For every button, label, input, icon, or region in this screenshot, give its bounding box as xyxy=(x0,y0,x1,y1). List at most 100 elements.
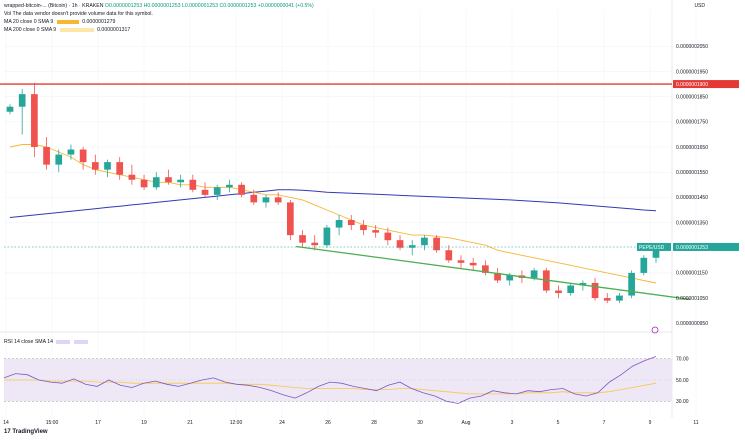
candle xyxy=(396,235,404,251)
candle-body xyxy=(652,246,660,258)
ma200-line xyxy=(9,189,657,218)
candle xyxy=(445,245,453,263)
ma20-value-box xyxy=(56,19,79,24)
candle-body xyxy=(311,242,319,246)
time-tick-label: 7 xyxy=(603,420,606,426)
time-tick-label: 9 xyxy=(649,420,652,426)
tv-logo-mark: 17 xyxy=(4,429,11,435)
candle xyxy=(189,174,197,193)
candle-body xyxy=(494,272,501,281)
candle-body xyxy=(286,202,294,236)
ma20-legend[interactable]: MA 20 close 0 SMA 9 0.0000001279 xyxy=(4,19,115,26)
tv-logo-text: TradingView xyxy=(12,429,48,435)
candle xyxy=(408,240,416,256)
candle-body xyxy=(31,94,38,148)
price-tick-label: 0.0000001650 xyxy=(676,145,708,151)
candle xyxy=(286,199,294,241)
candle xyxy=(79,147,87,170)
candle xyxy=(433,235,440,253)
candle-body xyxy=(116,162,124,175)
candle xyxy=(482,260,489,276)
ohlc-values: O0.0000001253 H0.0000001253 L0.000000125… xyxy=(104,3,314,9)
candle-body xyxy=(165,177,172,183)
candle-body xyxy=(262,197,270,203)
candle-body xyxy=(213,187,221,195)
candle xyxy=(31,82,38,158)
candle-body xyxy=(555,290,562,294)
price-tick-label: 0.0000001350 xyxy=(676,220,708,226)
candle-body xyxy=(18,94,26,107)
candle xyxy=(616,293,623,304)
candle xyxy=(140,174,148,190)
time-tick-label: 11 xyxy=(693,420,698,426)
candle-body xyxy=(506,275,514,281)
candle xyxy=(421,235,428,251)
candle-body xyxy=(323,227,331,246)
candle-body xyxy=(360,225,367,231)
currency-label: USD xyxy=(694,3,705,9)
candle xyxy=(91,154,99,175)
tradingview-logo[interactable]: 17 TradingView xyxy=(4,429,48,435)
candle-body xyxy=(79,149,87,163)
candle xyxy=(372,225,380,238)
symbol-header: wrapped-bitcoin-... (Bitcoin) · 1h · KRA… xyxy=(4,3,314,10)
price-tick-label: 0.0000001550 xyxy=(676,170,708,176)
candle-body xyxy=(603,298,611,301)
candle xyxy=(226,179,233,193)
time-tick-label: 12:00 xyxy=(230,420,243,426)
candle-body xyxy=(628,272,635,296)
candle-body xyxy=(457,260,465,263)
candle-body xyxy=(128,174,136,180)
time-tick-label: Aug xyxy=(462,420,471,426)
rsi-tick-label: 50.00 xyxy=(676,378,689,384)
candle-body xyxy=(347,220,355,226)
candle-body xyxy=(201,189,209,195)
rsi-ma-value-box xyxy=(73,339,88,344)
candle-body xyxy=(396,240,404,248)
candle xyxy=(213,184,221,200)
time-tick-label: 24 xyxy=(279,420,285,426)
candle-body xyxy=(104,162,111,170)
symbol-price-tag xyxy=(637,242,671,251)
candle-body xyxy=(640,257,648,273)
candle-body xyxy=(189,179,197,190)
ma200-value: 0.0000001317 xyxy=(97,27,131,33)
rsi-tick-label: 70.00 xyxy=(676,356,689,362)
time-tick-label: 28 xyxy=(371,420,377,426)
ma200-legend[interactable]: MA 200 close 0 SMA 9 0.0000001317 xyxy=(4,27,130,34)
candle-body xyxy=(152,177,160,188)
rsi-line xyxy=(3,356,657,404)
rsi-legend[interactable]: RSI 14 close SMA 14 xyxy=(4,339,88,346)
rsi-value-box xyxy=(56,339,71,344)
symbol-line: wrapped-bitcoin-... (Bitcoin) · 1h · KRA… xyxy=(4,3,104,9)
resistance-price-tag xyxy=(673,80,739,89)
current-price-label: 0.0000001253 xyxy=(676,245,708,251)
price-tick-label: 0.0000002050 xyxy=(676,44,708,50)
time-tick-label: 30 xyxy=(417,420,423,426)
rsi-tick-label: 30.00 xyxy=(676,399,689,405)
support-trend-line xyxy=(295,245,691,300)
current-price-tag xyxy=(673,242,739,251)
candle xyxy=(165,169,172,185)
candle-body xyxy=(226,184,233,188)
time-tick-label: 26 xyxy=(325,420,331,426)
candle-body xyxy=(43,147,50,165)
ma200-label: MA 200 close 0 SMA 9 xyxy=(4,27,57,33)
candle xyxy=(335,214,343,236)
price-tick-label: 0.0000001050 xyxy=(676,296,708,302)
time-tick-label: 17 xyxy=(95,420,101,426)
candle-body xyxy=(274,197,282,203)
candle-body xyxy=(616,295,623,301)
candle xyxy=(274,192,282,205)
candle xyxy=(347,214,355,231)
candle xyxy=(152,172,160,190)
candle xyxy=(177,174,184,188)
candle xyxy=(238,182,245,198)
candle xyxy=(323,225,331,248)
candle-body xyxy=(238,184,245,195)
candle xyxy=(640,255,648,276)
price-tick-label: 0.0000001750 xyxy=(676,120,708,126)
candle-body xyxy=(408,245,416,248)
